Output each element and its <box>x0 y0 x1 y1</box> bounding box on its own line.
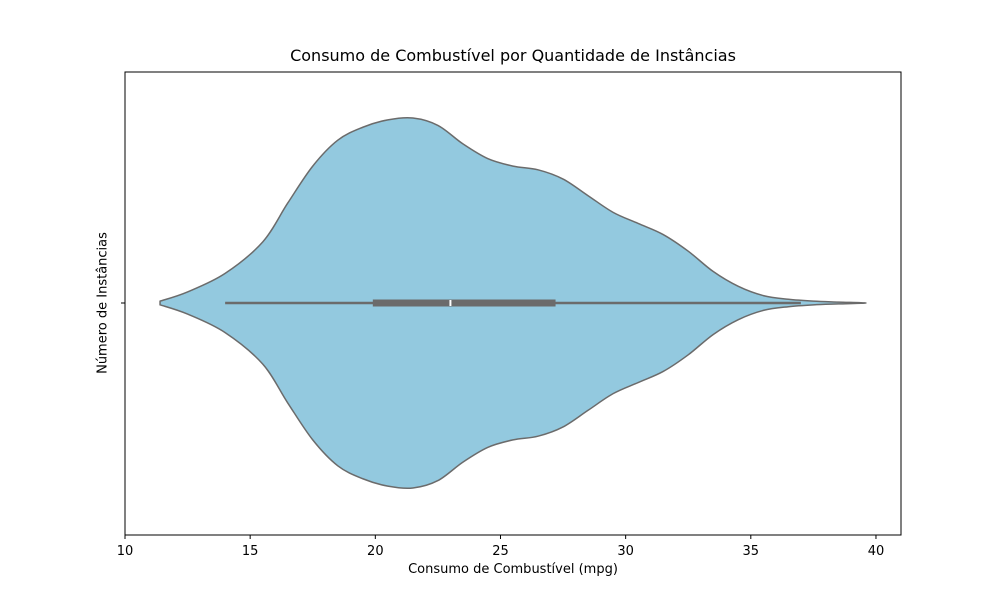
chart-title: Consumo de Combustível por Quantidade de… <box>290 46 736 65</box>
x-tick-label: 40 <box>868 544 885 559</box>
x-tick-label: 35 <box>743 544 760 559</box>
box-layer <box>225 299 801 307</box>
iqr-box <box>372 299 556 307</box>
x-tick-label: 30 <box>617 544 634 559</box>
x-tick-label: 20 <box>367 544 384 559</box>
y-axis-label: Número de Instâncias <box>95 232 111 374</box>
x-tick-label: 15 <box>242 544 259 559</box>
x-axis-label: Consumo de Combustível (mpg) <box>408 562 618 577</box>
x-axis-ticks: 10 15 20 25 30 35 40 <box>117 535 885 559</box>
x-tick-label: 25 <box>492 544 509 559</box>
x-tick-label: 10 <box>117 544 134 559</box>
